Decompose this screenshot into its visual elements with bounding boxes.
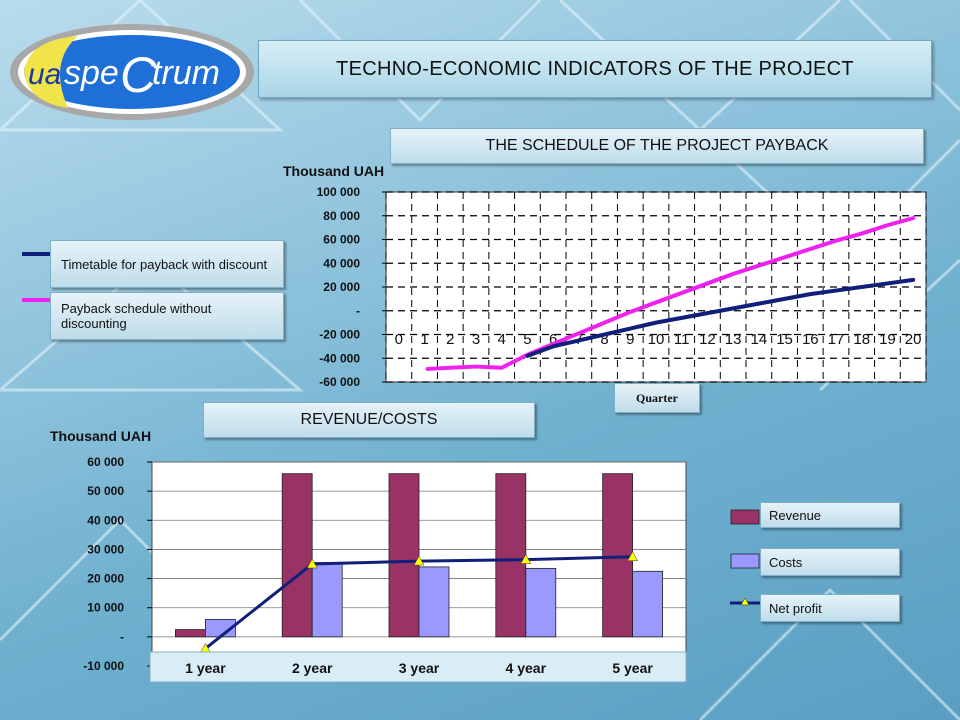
x-tick-label: 19 [879,331,896,348]
y-tick-label-2: 40 000 [87,513,124,527]
x-tick-label-2: 5 year [612,660,653,676]
x-tick-label: 2 [446,331,454,348]
x-tick-label: 8 [600,331,608,348]
legend-nodiscount-label: Payback schedule without discounting [61,301,212,331]
y-tick-label-2: 20 000 [87,572,124,586]
x-axis-label: Quarter [636,390,678,405]
x-tick-label: 9 [626,331,634,348]
bar-costs [632,570,663,638]
series-discount-line [525,277,916,358]
bar-revenue [602,473,633,638]
x-tick-label: 15 [776,331,793,348]
y-tick-label: 80 000 [323,209,360,223]
x-tick-label: 16 [802,331,819,348]
y-axis-label-2: Thousand UAH [50,428,151,444]
y-tick-label-2: - [120,630,124,644]
legend-discount-box: Timetable for payback with discount [50,240,284,288]
revenue-title-box: REVENUE/COSTS [203,402,535,438]
bar-revenue [281,473,313,638]
svg-text:spe: spe [64,54,119,92]
x-tick-label: 13 [725,331,742,348]
x-tick-label: 12 [699,331,716,348]
y-tick-label-2: 10 000 [87,601,124,615]
x-tick-label: 1 [420,331,428,348]
y-tick-label: 40 000 [323,256,360,270]
legend-revenue-label: Revenue [769,507,822,523]
bar-revenue [495,473,527,638]
bar-revenue [174,629,206,638]
x-tick-label-2: 3 year [399,660,440,676]
legend-revenue-box: Revenue [760,502,900,528]
bar-costs [311,562,343,638]
x-tick-label-2: 2 year [292,660,333,676]
page-title: TECHNO-ECONOMIC INDICATORS OF THE PROJEC… [336,57,854,80]
x-tick-label: 5 [523,331,531,348]
svg-text:trum: trum [152,54,220,92]
legend-costs-label: Costs [769,554,803,570]
net-profit-marker [627,551,639,561]
x-tick-label: 6 [549,331,557,348]
x-tick-label: 14 [751,331,768,348]
svg-text:C: C [120,47,157,103]
y-tick-label: 60 000 [323,233,360,247]
y-axis-label: Thousand UAH [283,163,384,179]
y-tick-label: -40 000 [319,351,360,365]
net-profit-marker [306,558,318,569]
net-profit-marker [413,555,425,566]
bar-costs [418,566,450,638]
legend-nodiscount-box: Payback schedule without discounting [50,292,284,340]
y-tick-label: 20 000 [323,280,360,294]
bar-costs [525,567,557,638]
legend-net-box: Net profit [760,594,900,622]
revenue-title: REVENUE/COSTS [300,411,438,428]
x-tick-label: 11 [674,331,690,348]
y-tick-label: - [356,304,360,318]
x-tick-label: 10 [648,331,665,348]
legend-costs-box: Costs [760,548,900,576]
y-tick-label-2: -10 000 [83,659,124,673]
y-tick-label-2: 50 000 [87,484,124,498]
y-tick-label-2: 60 000 [87,455,124,469]
series-nodiscount-line [425,216,916,371]
x-tick-label: 18 [853,331,870,348]
quarter-label-box: Quarter [614,383,700,413]
legend-net-label: Net profit [769,600,822,616]
x-tick-label: 0 [395,331,403,348]
x-tick-label: 4 [498,331,506,348]
uaspectrum-logo: ua spe C trum [10,24,254,120]
x-tick-label: 17 [828,331,845,348]
x-tick-label-2: 1 year [185,660,226,676]
y-tick-label: -60 000 [319,375,360,389]
payback-title-box: THE SCHEDULE OF THE PROJECT PAYBACK [390,128,924,164]
y-tick-label: -20 000 [319,328,360,342]
svg-text:ua: ua [28,58,61,91]
y-tick-label-2: 30 000 [87,542,124,556]
payback-title: THE SCHEDULE OF THE PROJECT PAYBACK [485,137,829,154]
x-tick-label: 3 [472,331,480,348]
bar-revenue [388,473,420,638]
page-title-bar: TECHNO-ECONOMIC INDICATORS OF THE PROJEC… [258,40,932,98]
x-tick-label: 20 [905,331,922,348]
category-label-strip [149,651,687,683]
y-tick-label: 100 000 [317,185,361,199]
net-profit-marker [520,554,532,564]
legend-discount-label: Timetable for payback with discount [61,256,268,272]
x-tick-label-2: 4 year [506,660,547,676]
